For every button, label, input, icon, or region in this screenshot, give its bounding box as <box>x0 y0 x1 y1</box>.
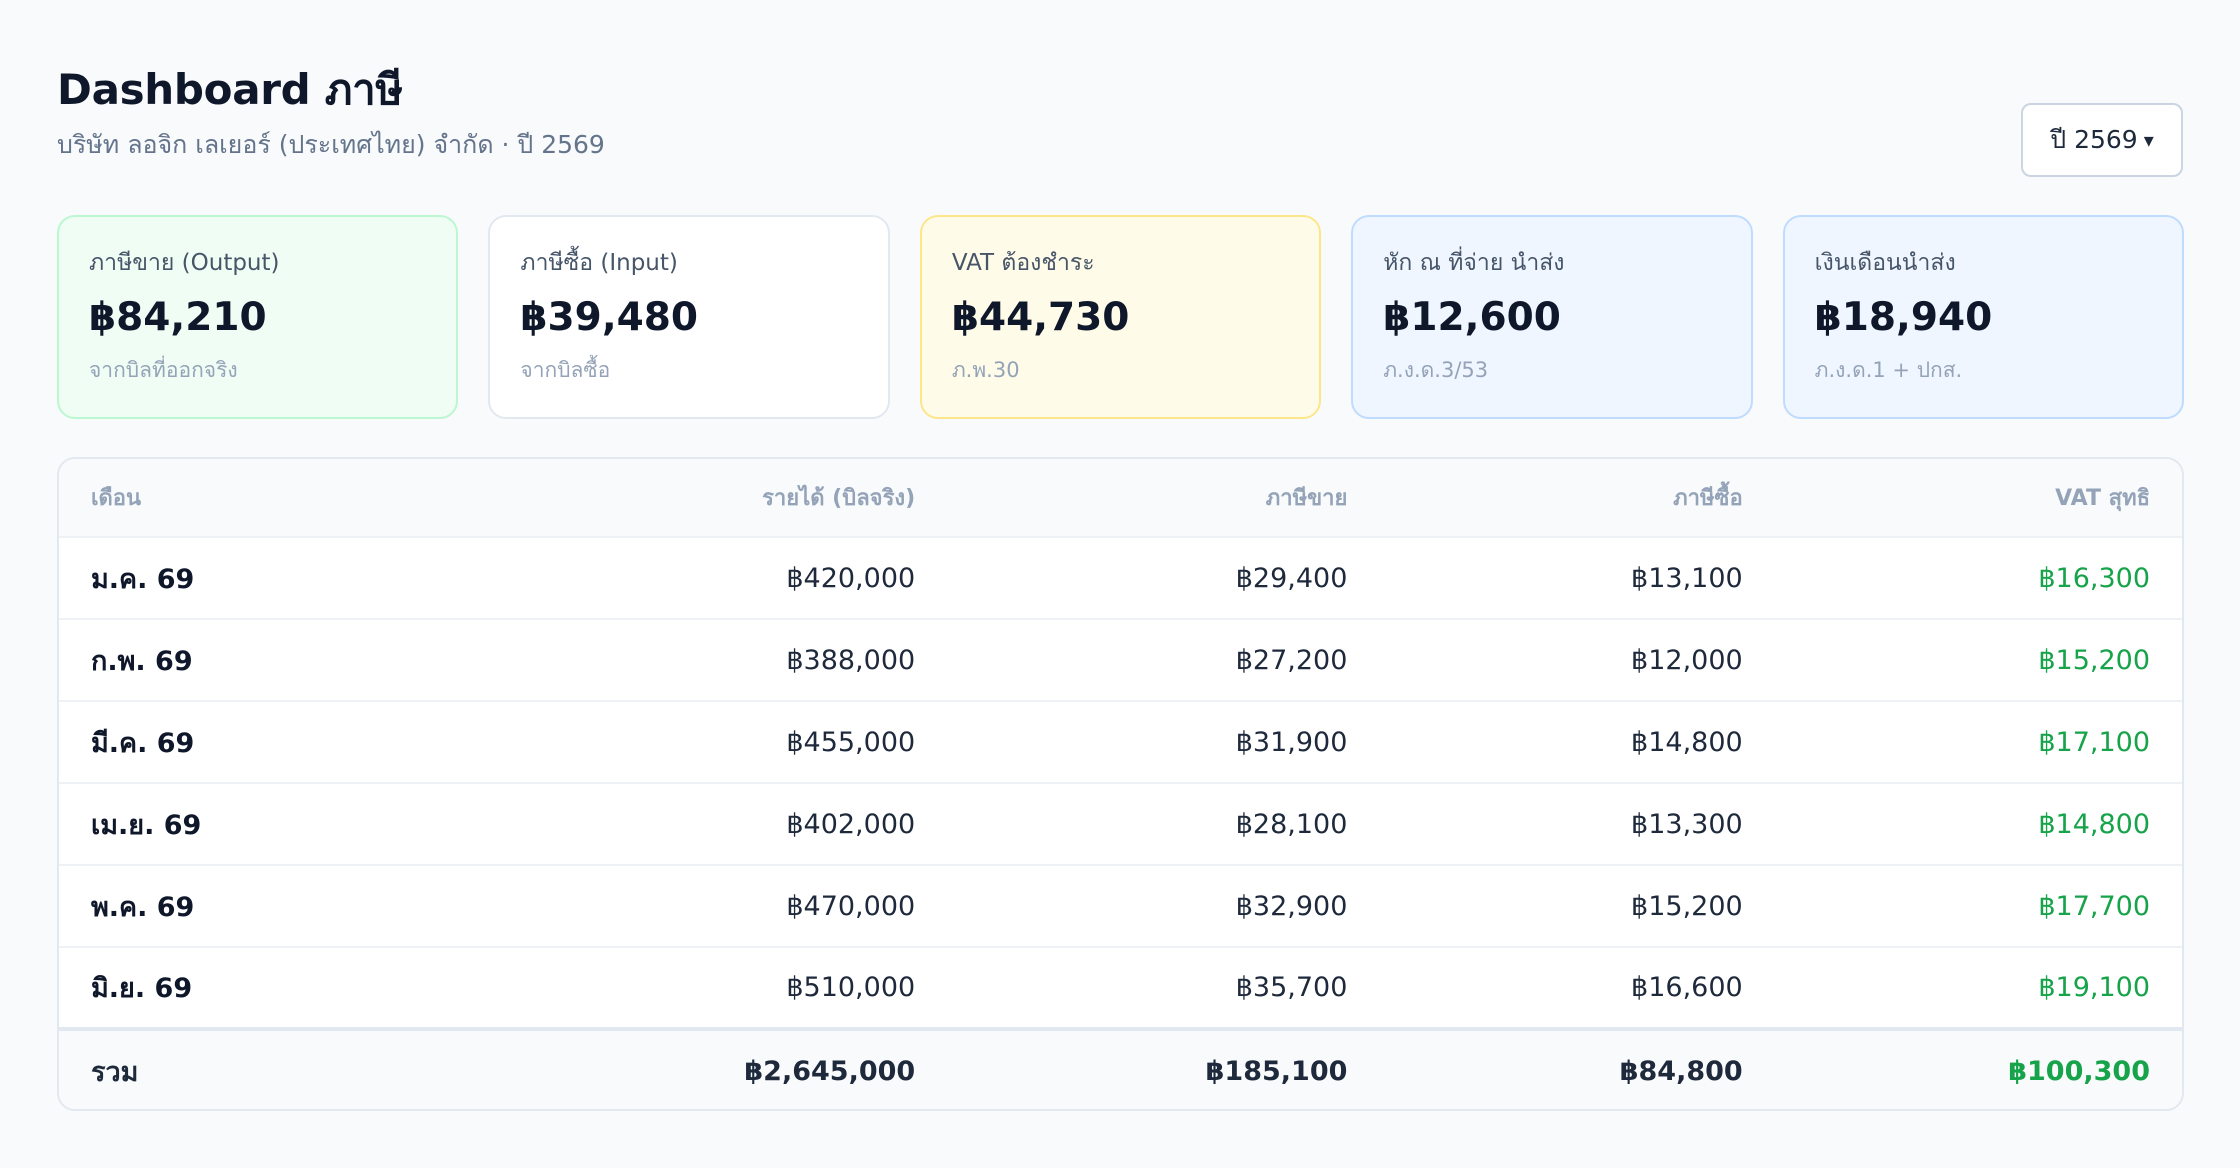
cell-total-revenue: ฿2,645,000 <box>463 1027 948 1109</box>
cell-output-tax: ฿31,900 <box>947 701 1380 784</box>
cell-input-tax: ฿15,200 <box>1379 865 1775 948</box>
cell-net-vat: ฿16,300 <box>1774 537 2182 620</box>
cell-net-vat: ฿17,700 <box>1774 865 2182 948</box>
table-row: เม.ย. 69 ฿402,000 ฿28,100 ฿13,300 ฿14,80… <box>59 783 2182 866</box>
cell-input-tax: ฿14,800 <box>1379 701 1775 784</box>
cell-month: มิ.ย. 69 <box>59 947 464 1030</box>
card-note: จากบิลซื้อ <box>520 358 611 382</box>
card-note: จากบิลที่ออกจริง <box>89 358 238 382</box>
card-output-tax: ภาษีขาย (Output) ฿84,210 จากบิลที่ออกจริ… <box>57 215 459 419</box>
cell-revenue: ฿388,000 <box>463 619 948 702</box>
card-label: ภาษีขาย (Output) <box>89 250 280 276</box>
card-vat-payable: VAT ต้องชำระ ฿44,730 ภ.พ.30 <box>919 215 1322 419</box>
cell-revenue: ฿420,000 <box>463 537 948 620</box>
card-value: ฿44,730 <box>951 295 1130 340</box>
table-row: มิ.ย. 69 ฿510,000 ฿35,700 ฿16,600 ฿19,10… <box>59 947 2182 1030</box>
year-select-value: ปี 2569 <box>2050 125 2138 154</box>
column-header-output-tax: ภาษีขาย <box>947 459 1380 538</box>
cell-input-tax: ฿13,100 <box>1379 537 1775 620</box>
cell-total-input-tax: ฿84,800 <box>1379 1027 1775 1109</box>
card-note: ภ.ง.ด.3/53 <box>1383 358 1489 382</box>
cell-output-tax: ฿28,100 <box>947 783 1380 866</box>
card-value: ฿12,600 <box>1383 295 1561 340</box>
summary-cards: ภาษีขาย (Output) ฿84,210 จากบิลที่ออกจริ… <box>57 215 2185 419</box>
cell-net-vat: ฿15,200 <box>1774 619 2182 702</box>
cell-input-tax: ฿13,300 <box>1379 783 1775 866</box>
card-value: ฿39,480 <box>520 295 699 340</box>
monthly-tax-table: เดือน รายได้ (บิลจริง) ภาษีขาย ภาษีซื้อ … <box>57 457 2184 1111</box>
cell-revenue: ฿510,000 <box>463 947 948 1030</box>
cell-revenue: ฿470,000 <box>463 865 948 948</box>
card-payroll-remit: เงินเดือนนำส่ง ฿18,940 ภ.ง.ด.1 + ปกส. <box>1782 215 2185 419</box>
cell-net-vat: ฿19,100 <box>1774 947 2182 1030</box>
cell-month: ม.ค. 69 <box>59 537 464 620</box>
cell-net-vat: ฿17,100 <box>1774 701 2182 784</box>
cell-net-vat: ฿14,800 <box>1774 783 2182 866</box>
card-withholding-tax: หัก ณ ที่จ่าย นำส่ง ฿12,600 ภ.ง.ด.3/53 <box>1351 215 1753 419</box>
page-subtitle: บริษัท ลอจิก เลเยอร์ (ประเทศไทย) จำกัด ·… <box>57 130 605 159</box>
card-value: ฿84,210 <box>89 295 267 340</box>
page-title: Dashboard ภาษี <box>57 65 403 114</box>
cell-output-tax: ฿32,900 <box>947 865 1380 948</box>
card-label: ภาษีซื้อ (Input) <box>520 250 678 276</box>
cell-total-output-tax: ฿185,100 <box>947 1027 1380 1109</box>
cell-output-tax: ฿29,400 <box>947 537 1380 620</box>
card-label: VAT ต้องชำระ <box>951 250 1095 276</box>
column-header-month: เดือน <box>59 459 464 538</box>
card-value: ฿18,940 <box>1814 295 1993 340</box>
column-header-input-tax: ภาษีซื้อ <box>1379 459 1775 538</box>
column-header-revenue: รายได้ (บิลจริง) <box>463 459 948 538</box>
card-label: เงินเดือนนำส่ง <box>1814 250 1956 276</box>
table-row: พ.ค. 69 ฿470,000 ฿32,900 ฿15,200 ฿17,700 <box>59 865 2182 948</box>
cell-revenue: ฿455,000 <box>463 701 948 784</box>
cell-month: พ.ค. 69 <box>59 865 464 948</box>
table-row: ม.ค. 69 ฿420,000 ฿29,400 ฿13,100 ฿16,300 <box>59 537 2182 620</box>
card-note: ภ.พ.30 <box>951 358 1020 382</box>
page-header: Dashboard ภาษี บริษัท ลอจิก เลเยอร์ (ประ… <box>57 62 605 162</box>
cell-input-tax: ฿12,000 <box>1379 619 1775 702</box>
cell-month: ก.พ. 69 <box>59 619 464 702</box>
card-input-tax: ภาษีซื้อ (Input) ฿39,480 จากบิลซื้อ <box>488 215 890 419</box>
table-header-row: เดือน รายได้ (บิลจริง) ภาษีขาย ภาษีซื้อ … <box>59 459 2182 538</box>
cell-month: เม.ย. 69 <box>59 783 464 866</box>
table-row: มี.ค. 69 ฿455,000 ฿31,900 ฿14,800 ฿17,10… <box>59 701 2182 784</box>
year-select[interactable]: ปี 2569 ▾ <box>2021 103 2183 177</box>
column-header-net-vat: VAT สุทธิ <box>1774 459 2182 538</box>
cell-output-tax: ฿35,700 <box>947 947 1380 1030</box>
table-total-row: รวม ฿2,645,000 ฿185,100 ฿84,800 ฿100,300 <box>59 1027 2182 1109</box>
cell-total-label: รวม <box>59 1027 464 1109</box>
table-row: ก.พ. 69 ฿388,000 ฿27,200 ฿12,000 ฿15,200 <box>59 619 2182 702</box>
cell-output-tax: ฿27,200 <box>947 619 1380 702</box>
cell-revenue: ฿402,000 <box>463 783 948 866</box>
card-label: หัก ณ ที่จ่าย นำส่ง <box>1383 250 1565 276</box>
cell-total-net-vat: ฿100,300 <box>1774 1027 2182 1109</box>
cell-month: มี.ค. 69 <box>59 701 464 784</box>
card-note: ภ.ง.ด.1 + ปกส. <box>1814 358 1963 382</box>
chevron-down-icon: ▾ <box>2143 128 2154 152</box>
cell-input-tax: ฿16,600 <box>1379 947 1775 1030</box>
